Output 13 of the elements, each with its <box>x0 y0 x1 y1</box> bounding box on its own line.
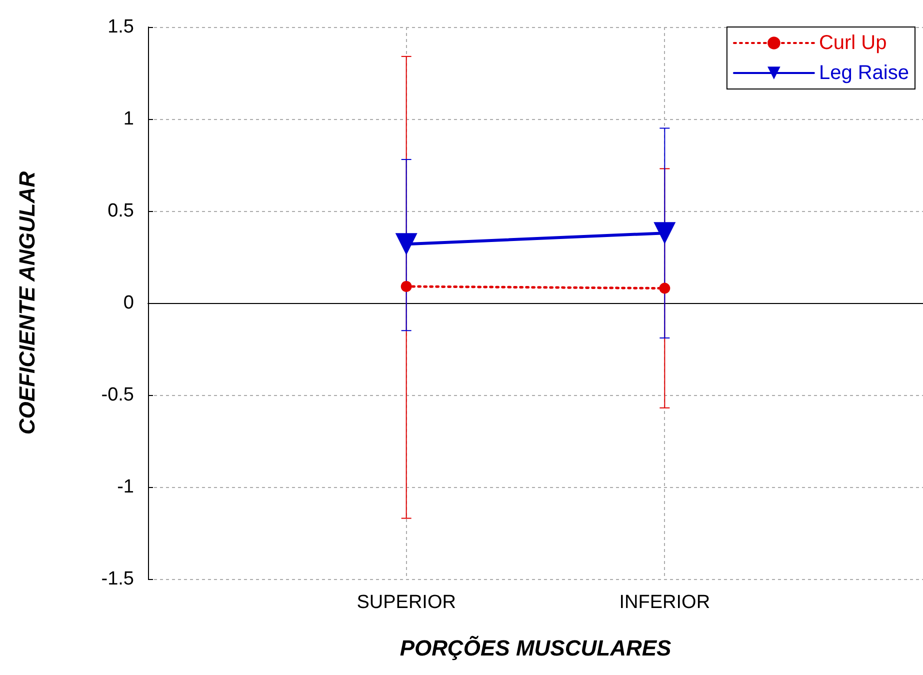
y-tick-label: -1 <box>117 476 134 498</box>
y-tick-label: 0 <box>123 292 134 314</box>
y-tick-label: 1.5 <box>108 16 134 38</box>
y-tick-label: -1.5 <box>101 568 134 590</box>
x-tick-label: SUPERIOR <box>356 592 456 613</box>
x-axis-title: PORÇÕES MUSCULARES <box>400 636 672 660</box>
y-tick-label: 1 <box>123 108 134 130</box>
y-tick-label: 0.5 <box>108 200 134 222</box>
legend-label: Leg Raise <box>818 62 910 84</box>
y-tick-label: -0.5 <box>101 384 134 406</box>
y-axis-title: COEFICIENTE ANGULAR <box>14 171 40 435</box>
legend-label: Curl Up <box>818 32 887 54</box>
x-tick-label: INFERIOR <box>619 592 710 613</box>
